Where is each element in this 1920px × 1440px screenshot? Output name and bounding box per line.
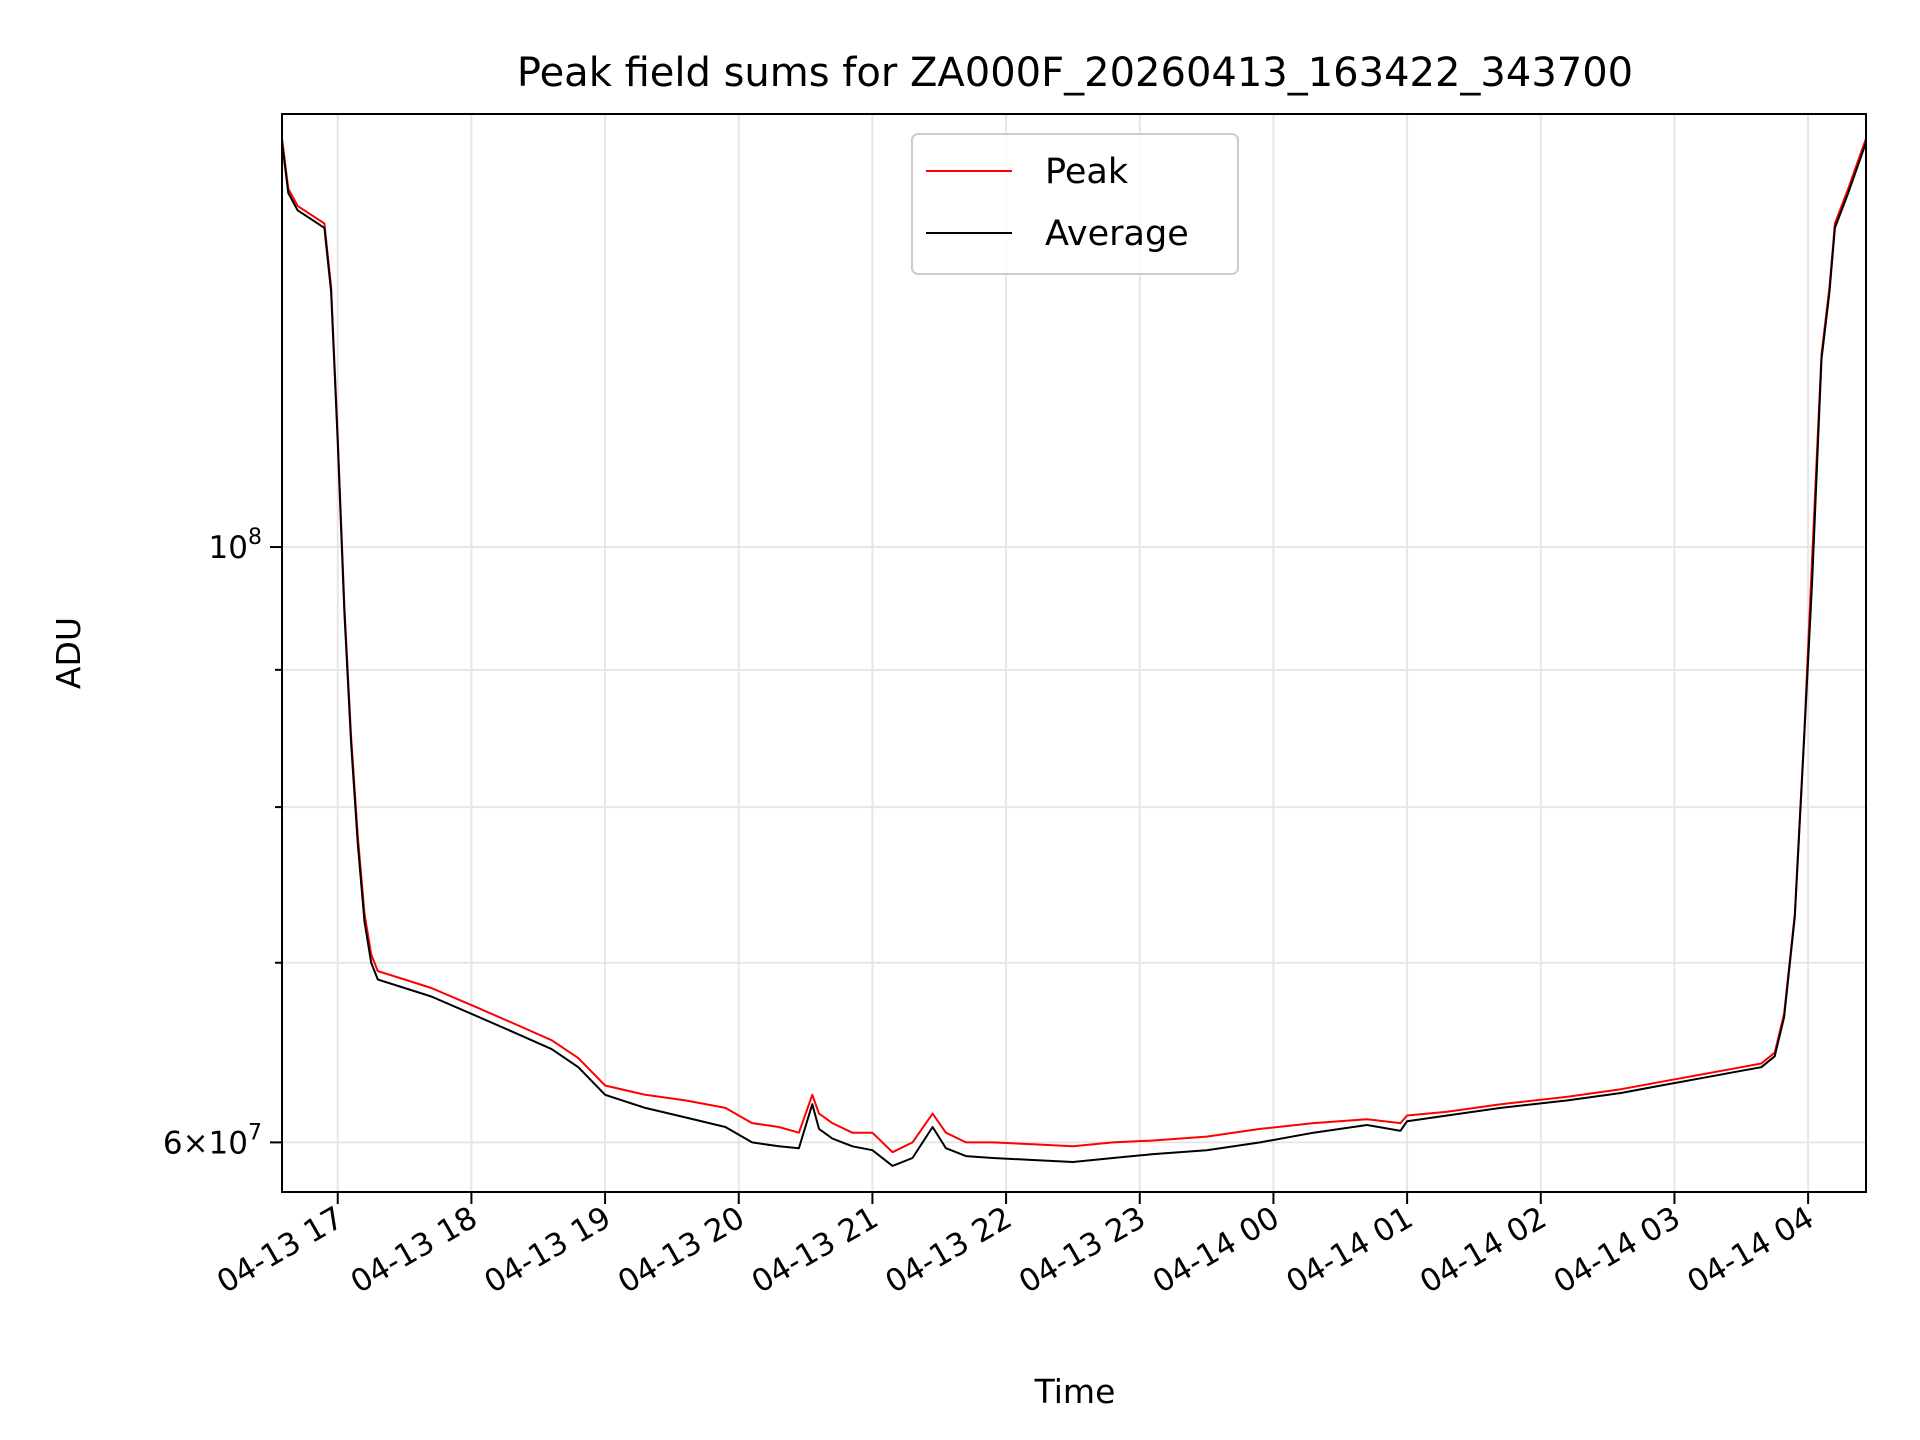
legend-box [911,133,1239,275]
plot-frame [281,113,1867,1193]
x-axis-title: Time [1034,1372,1116,1411]
grid-lines [282,114,1866,1192]
y-axis: 108 6×107 [163,525,282,1161]
series-line-peak [281,138,1867,1154]
y-tick-label: 6×107 [163,1120,262,1161]
legend: Peak Average [911,133,1239,275]
series-line-average [281,142,1867,1167]
legend-label-average: Average [1045,214,1189,254]
y-tick-label: 108 [209,525,262,566]
series-layer [281,138,1867,1167]
chart-title: Peak field sums for ZA000F_20260413_1634… [517,50,1633,96]
y-axis-title: ADU [49,617,88,689]
legend-label-peak: Peak [1045,152,1129,192]
